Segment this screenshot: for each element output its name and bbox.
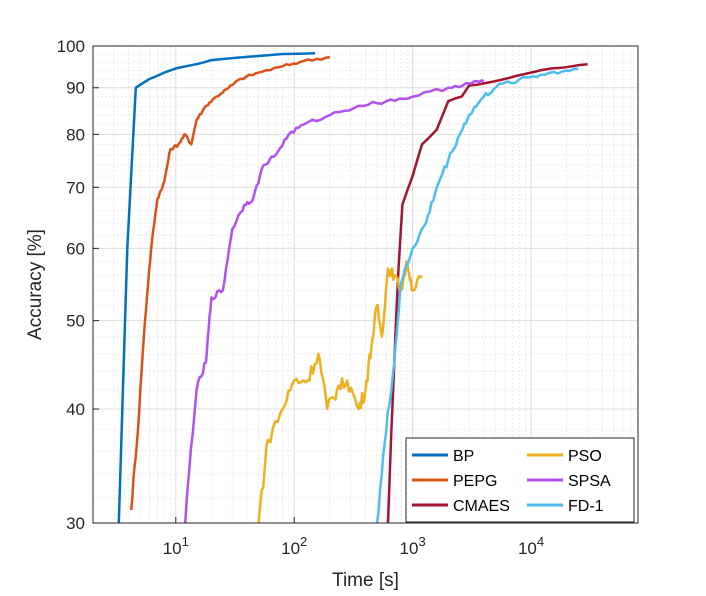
y-tick-label: 100 bbox=[57, 37, 85, 56]
x-tick-label: 104 bbox=[518, 534, 544, 558]
y-tick-label: 70 bbox=[66, 178, 85, 197]
x-tick-exponent: 1 bbox=[182, 534, 189, 549]
legend-label-pepg: PEPG bbox=[453, 473, 497, 490]
y-tick-label: 90 bbox=[66, 79, 85, 98]
x-tick-exponent: 2 bbox=[300, 534, 307, 549]
x-tick-label: 101 bbox=[163, 534, 189, 558]
y-tick-label: 60 bbox=[66, 239, 85, 258]
x-tick-base: 10 bbox=[281, 539, 300, 558]
series-layer bbox=[117, 51, 588, 523]
series-line-fd-1 bbox=[375, 67, 579, 523]
y-tick-label: 30 bbox=[66, 514, 85, 533]
x-tick-label: 103 bbox=[400, 534, 426, 558]
y-tick-label: 80 bbox=[66, 125, 85, 144]
legend-label-spsa: SPSA bbox=[568, 473, 611, 490]
x-tick-base: 10 bbox=[163, 539, 182, 558]
legend-label-fd-1: FD-1 bbox=[568, 498, 604, 515]
series-line-spsa bbox=[183, 79, 485, 523]
y-axis-label: Accuracy [%] bbox=[25, 229, 46, 340]
legend-label-pso: PSO bbox=[568, 448, 602, 465]
series-line-bp bbox=[117, 51, 316, 523]
x-tick-label: 102 bbox=[281, 534, 307, 558]
plot-frame bbox=[92, 45, 639, 524]
x-tick-exponent: 3 bbox=[418, 534, 425, 549]
series-line-pepg bbox=[129, 56, 331, 511]
x-axis-label: Time [s] bbox=[332, 570, 399, 591]
x-tick-exponent: 4 bbox=[537, 534, 544, 549]
x-tick-base: 10 bbox=[400, 539, 419, 558]
y-tick-label: 40 bbox=[66, 400, 85, 419]
legend: BP PEPG CMAES PSO SPSA FD-1 bbox=[405, 437, 635, 523]
legend-label-bp: BP bbox=[453, 448, 474, 465]
legend-label-cmaes: CMAES bbox=[453, 498, 510, 515]
y-tick-label: 50 bbox=[66, 312, 85, 331]
x-tick-base: 10 bbox=[518, 539, 537, 558]
series-line-cmaes bbox=[386, 62, 588, 523]
